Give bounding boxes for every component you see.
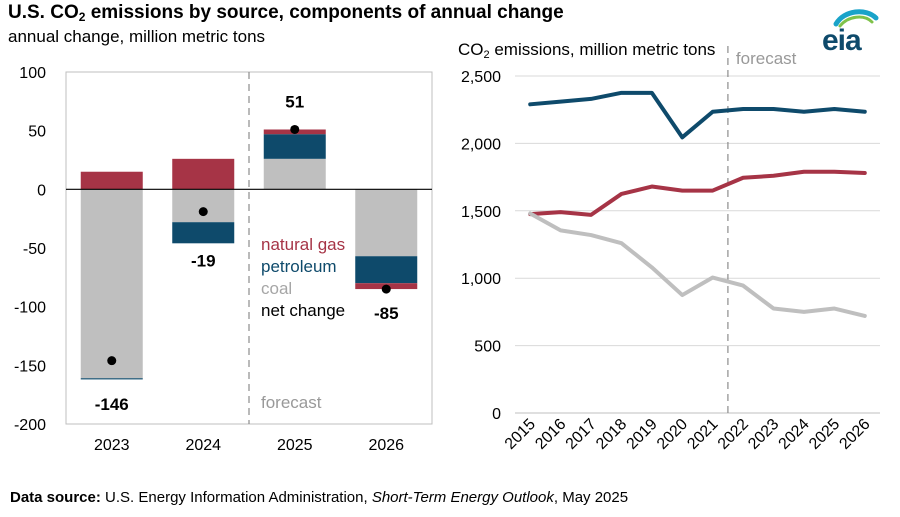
- right-x-tick-label: 2022: [715, 416, 752, 453]
- legend-entry: petroleum: [261, 257, 337, 276]
- right-x-tick-label: 2021: [684, 416, 721, 453]
- net-change-marker: [290, 124, 300, 134]
- right-x-tick-label: 2026: [836, 416, 873, 453]
- net-change-marker: [381, 284, 391, 294]
- left-y-tick-label: -200: [14, 417, 46, 434]
- right-x-tick-label: 2016: [532, 416, 569, 453]
- series-line-petroleum: [528, 90, 867, 140]
- legend-entry: net change: [261, 301, 345, 320]
- right-y-tick-label: 2,500: [461, 69, 501, 86]
- net-change-data-label: -146: [95, 395, 129, 414]
- chart-title: U.S. CO2 emissions by source, components…: [8, 2, 564, 24]
- bar-coal: [355, 189, 418, 257]
- bar-petroleum: [355, 256, 418, 284]
- net-change-marker: [198, 207, 208, 217]
- left-x-tick-label: 2026: [368, 437, 404, 454]
- series-line-coal: [528, 211, 867, 318]
- net-change-data-label: -19: [191, 251, 216, 270]
- right-forecast-label: forecast: [736, 49, 797, 68]
- bar-petroleum: [263, 134, 326, 159]
- left-y-tick-label: -50: [23, 241, 46, 258]
- left-chart-subtitle: annual change, million metric tons: [8, 27, 266, 46]
- bar-natural-gas: [80, 171, 143, 190]
- bar-coal: [172, 189, 235, 223]
- legend-entry: natural gas: [261, 235, 345, 254]
- left-x-tick-label: 2023: [94, 437, 130, 454]
- left-y-tick-label: 50: [28, 124, 46, 141]
- logo-text: eia: [822, 24, 862, 57]
- left-x-tick-label: 2025: [277, 437, 313, 454]
- right-y-tick-label: 0: [492, 406, 501, 423]
- data-source-footer: Data source: U.S. Energy Information Adm…: [10, 489, 629, 506]
- bar-petroleum: [80, 378, 143, 380]
- eia-logo: eia: [822, 6, 886, 58]
- right-y-tick-label: 500: [474, 339, 501, 356]
- left-x-tick-label: 2024: [185, 437, 221, 454]
- right-x-tick-label: 2020: [654, 416, 691, 453]
- right-x-tick-label: 2017: [563, 416, 600, 453]
- left-bar-chart: 100 50 0 -50 -100 -150 -200 2023 2024 2025 2026 -14…: [14, 65, 433, 454]
- left-y-tick-label: 0: [37, 182, 46, 199]
- right-x-tick-label: 2025: [806, 416, 843, 453]
- net-change-data-label: -85: [374, 304, 399, 323]
- legend-entry: coal: [261, 279, 292, 298]
- right-y-tick-label: 2,000: [461, 136, 501, 153]
- left-y-tick-label: 100: [19, 65, 46, 82]
- left-forecast-label: forecast: [261, 393, 322, 412]
- right-line-chart: 2,500 2,000 1,500 1,000 500 02015201620172018…: [461, 46, 880, 453]
- bar-coal: [263, 158, 326, 190]
- right-x-tick-label: 2019: [624, 416, 661, 453]
- right-x-tick-label: 2015: [502, 416, 539, 453]
- net-change-data-label: 51: [285, 92, 304, 111]
- right-y-tick-label: 1,500: [461, 204, 501, 221]
- left-y-tick-label: -100: [14, 300, 46, 317]
- series-line-natural-gas: [528, 169, 867, 217]
- right-x-tick-label: 2024: [776, 416, 813, 453]
- bar-natural-gas: [172, 158, 235, 190]
- net-change-marker: [107, 356, 117, 366]
- right-x-tick-label: 2018: [593, 416, 630, 453]
- right-y-tick-label: 1,000: [461, 271, 501, 288]
- bar-coal: [80, 189, 143, 379]
- logo-swoosh-icon: [833, 9, 879, 28]
- bar-petroleum: [172, 222, 235, 244]
- right-chart-subtitle: CO2 emissions, million metric tons: [458, 40, 716, 61]
- right-x-tick-label: 2023: [745, 416, 782, 453]
- left-y-tick-label: -150: [14, 358, 46, 375]
